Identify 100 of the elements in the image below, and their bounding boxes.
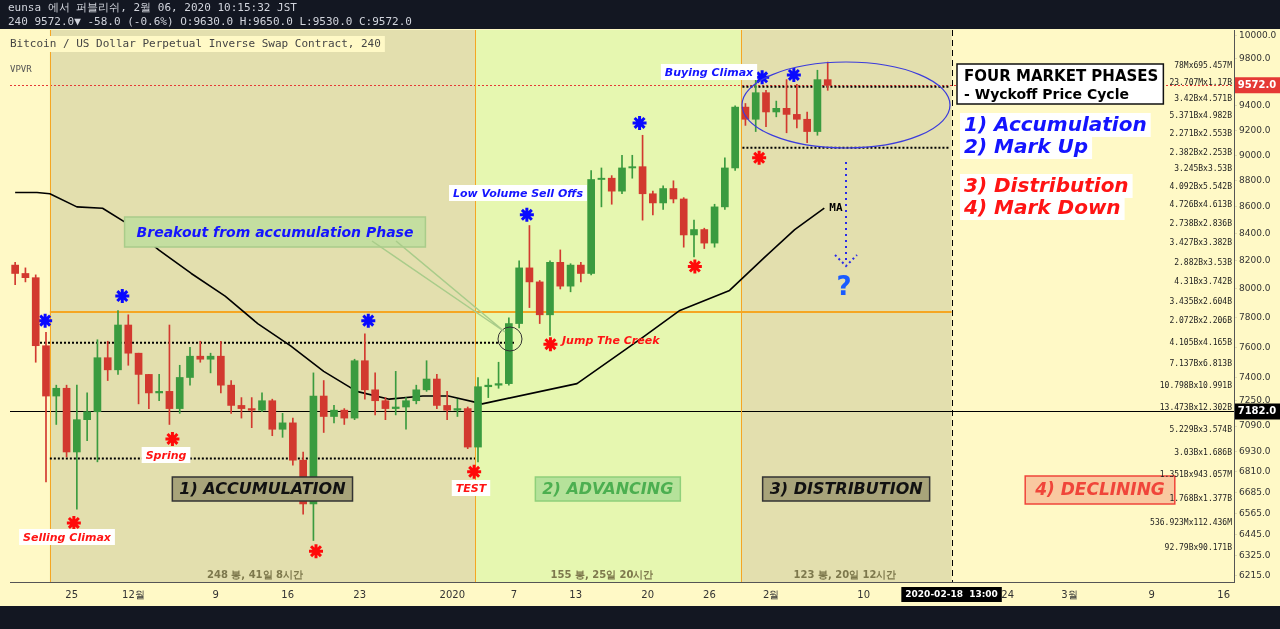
- annotation: Spring: [145, 448, 187, 462]
- y-tick-label: 7600.0: [1239, 341, 1271, 352]
- band-label: 1) ACCUMULATION: [179, 479, 347, 499]
- annotation: 3.03Bx1.686B: [1174, 448, 1233, 458]
- ref-line-label: 7182.0: [1237, 405, 1277, 417]
- annotation: 4) Mark Down: [963, 195, 1121, 220]
- annotation: 1) Accumulation: [964, 112, 1147, 137]
- band-label: 3) DISTRIBUTION: [769, 479, 924, 499]
- ref-line-label: 9572.0: [1237, 78, 1277, 90]
- text: 240 9572.0▼ -58.0 (-0.6%) O:9630.0 H:9650.0 L:9530.0 C:9572.0: [8, 14, 412, 28]
- annotation: 4.092Bx5.542B: [1169, 182, 1233, 192]
- x-tick-label: 9: [212, 588, 219, 600]
- y-tick-label: 9000.0: [1239, 149, 1271, 160]
- annotation: 23.707Mx1.17B: [1169, 78, 1233, 88]
- y-tick-label: 9800.0: [1239, 52, 1271, 63]
- annotation: VPVR: [10, 64, 33, 75]
- candlestick: [391, 371, 400, 416]
- annotation: 5.229Bx3.574B: [1169, 425, 1233, 435]
- x-tick-label: 13: [569, 588, 583, 600]
- y-tick-label: 7250.0: [1239, 395, 1271, 406]
- y-tick-label: 6685.0: [1239, 487, 1271, 498]
- y-tick-label: 6215.0: [1239, 569, 1271, 580]
- annotation: 2.738Bx2.836B: [1169, 219, 1233, 229]
- annotation: 155 봉, 25일 20시간: [550, 568, 654, 580]
- y-tick-label: 9400.0: [1239, 100, 1271, 111]
- candlestick: [484, 378, 493, 398]
- annotation: 2.882Bx3.53B: [1174, 258, 1233, 268]
- x-tick-label: 16: [281, 588, 295, 600]
- candlestick: [628, 154, 637, 179]
- point: [465, 463, 483, 481]
- x-tick-label: 23: [353, 588, 367, 600]
- annotation: Selling Climax: [23, 530, 112, 544]
- annotation: Buying Climax: [664, 65, 755, 79]
- y-tick-label: 8000.0: [1239, 283, 1271, 294]
- point: [307, 542, 325, 560]
- annotation: 2.382Bx2.253B: [1169, 148, 1233, 158]
- annotation: 5.371Bx4.982B: [1169, 111, 1233, 121]
- annotation: 4.105Bx4.165B: [1169, 338, 1233, 348]
- y-tick-label: 9200.0: [1239, 124, 1271, 135]
- y-tick-label: 7090.0: [1239, 420, 1271, 431]
- annotation: 7.137Bx6.813B: [1169, 359, 1233, 369]
- text: Bitcoin / US Dollar Perpetual Inverse Swap Contract, 240: [10, 36, 381, 50]
- candlestick: [793, 84, 801, 129]
- candlestick: [443, 391, 451, 420]
- annotation: 13.473Bx12.302B: [1159, 403, 1233, 413]
- annotation: 10.798Bx10.991B: [1159, 381, 1233, 391]
- point: [518, 206, 536, 224]
- point: [750, 149, 768, 167]
- y-tick-label: 7400.0: [1239, 371, 1271, 382]
- candlestick: [196, 340, 205, 363]
- y-tick-label: 6445.0: [1239, 528, 1271, 539]
- y-tick-label: 8200.0: [1239, 255, 1271, 266]
- annotation: TEST: [455, 481, 488, 495]
- band-label: 2) ADVANCING: [542, 479, 674, 499]
- y-tick-label: 6810.0: [1239, 466, 1271, 477]
- candlestick: [52, 384, 61, 425]
- annotation: 2.072Bx2.206B: [1169, 316, 1233, 326]
- annotation: 2.271Bx2.553B: [1169, 129, 1233, 139]
- annotation: 123 봉, 20일 12시간: [793, 568, 897, 580]
- annotation: 4.726Bx4.613B: [1169, 200, 1233, 210]
- x-tick-label: 26: [703, 588, 716, 600]
- y-tick-label: 6565.0: [1239, 507, 1271, 518]
- y-tick-label: 10000.0: [1239, 30, 1277, 41]
- point: [163, 430, 181, 448]
- x-tick-label: 24: [1001, 588, 1015, 600]
- candlestick: [690, 219, 698, 258]
- x-tick-label: 10: [857, 588, 871, 600]
- y-tick-label: 8600.0: [1239, 201, 1271, 212]
- annotation: - Wyckoff Price Cycle: [964, 85, 1129, 102]
- ref-line-label: 2020-02-18 13:00: [905, 589, 998, 600]
- x-tick-label: 25: [65, 588, 79, 600]
- x-tick-label: 7: [510, 588, 518, 600]
- annotation: Low Volume Sell Offs: [453, 186, 584, 200]
- point: [631, 114, 649, 132]
- x-tick-label: 2월: [762, 588, 780, 600]
- candlestick: [247, 397, 256, 428]
- series-label: MA: [829, 201, 843, 215]
- candlestick: [155, 374, 163, 402]
- x-tick-label: 3월: [1061, 588, 1078, 600]
- annotation: 2) Mark Up: [964, 134, 1089, 159]
- candlestick: [83, 392, 91, 441]
- annotation: FOUR MARKET PHASES: [964, 66, 1159, 85]
- annotation: 3.435Bx2.604B: [1169, 297, 1233, 307]
- candlestick: [402, 397, 410, 430]
- x-tick-label: 2020: [439, 588, 466, 600]
- y-tick-label: 8800.0: [1239, 175, 1271, 186]
- annotation: 3) Distribution: [964, 173, 1129, 198]
- annotation: 1.351Bx943.057M: [1159, 470, 1233, 480]
- annotation: 3.245Bx3.53B: [1174, 164, 1233, 174]
- annotation: 3.42Bx4.571B: [1174, 94, 1233, 104]
- annotation: 536.923Mx112.436M: [1150, 518, 1233, 528]
- point: [686, 258, 704, 275]
- annotation: 4) DECLINING: [1034, 479, 1165, 500]
- x-tick-label: 12월: [122, 588, 145, 600]
- x-tick-label: 9: [1148, 588, 1155, 600]
- y-tick-label: 6930.0: [1239, 446, 1271, 457]
- annotation: ?: [836, 270, 852, 301]
- y-tick-label: 8400.0: [1239, 227, 1271, 238]
- point: [785, 66, 803, 84]
- annotation: 3.427Bx3.382B: [1169, 238, 1233, 248]
